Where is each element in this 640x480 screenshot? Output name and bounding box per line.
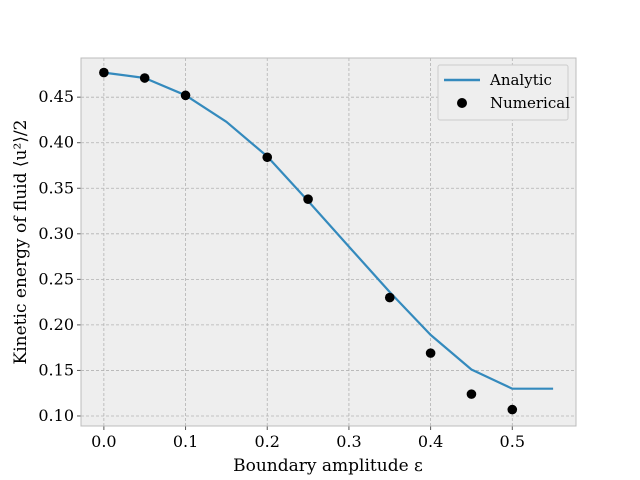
legend-numerical-swatch [457, 98, 467, 108]
x-tick-label: 0.2 [255, 432, 280, 451]
numerical-point [425, 348, 436, 358]
numerical-point [303, 194, 313, 204]
numerical-point [507, 404, 518, 415]
numerical-point [466, 389, 477, 399]
numerical-point [180, 90, 191, 101]
x-tick-label: 0.5 [500, 432, 525, 451]
numerical-point [99, 67, 109, 78]
y-tick-label: 0.10 [38, 406, 74, 425]
x-tick-label: 0.3 [336, 432, 361, 451]
numerical-point [384, 292, 395, 303]
numerical-point [262, 152, 273, 163]
x-tick-label: 0.0 [91, 432, 116, 451]
grid [81, 58, 576, 426]
y-tick-label: 0.25 [38, 269, 74, 288]
y-tick-label: 0.20 [38, 315, 74, 334]
series-layer [99, 67, 554, 415]
plot-frame [80, 57, 577, 427]
numerical-point [139, 73, 150, 83]
legend-numerical-label: Numerical [490, 94, 570, 112]
y-tick-label: 0.15 [38, 360, 74, 379]
legend: Analytic Numerical [437, 64, 570, 121]
y-axis-label: Kinetic energy of fluid ⟨u²⟩/2 [11, 120, 31, 365]
x-axis-label: Boundary amplitude ε [233, 456, 423, 476]
y-tick-label: 0.40 [38, 133, 74, 152]
legend-analytic-label: Analytic [489, 71, 552, 89]
y-tick-label: 0.30 [38, 224, 74, 243]
x-ticks: 0.0 0.1 0.2 0.3 0.4 0.5 [91, 426, 525, 451]
y-tick-label: 0.45 [38, 87, 74, 106]
x-tick-label: 0.1 [173, 432, 198, 451]
x-tick-label: 0.4 [418, 432, 443, 451]
y-tick-label: 0.35 [38, 178, 74, 197]
analytic-line [103, 71, 554, 390]
y-ticks: 0.10 0.15 0.20 0.25 0.30 0.35 0.40 0.45 [38, 87, 81, 425]
